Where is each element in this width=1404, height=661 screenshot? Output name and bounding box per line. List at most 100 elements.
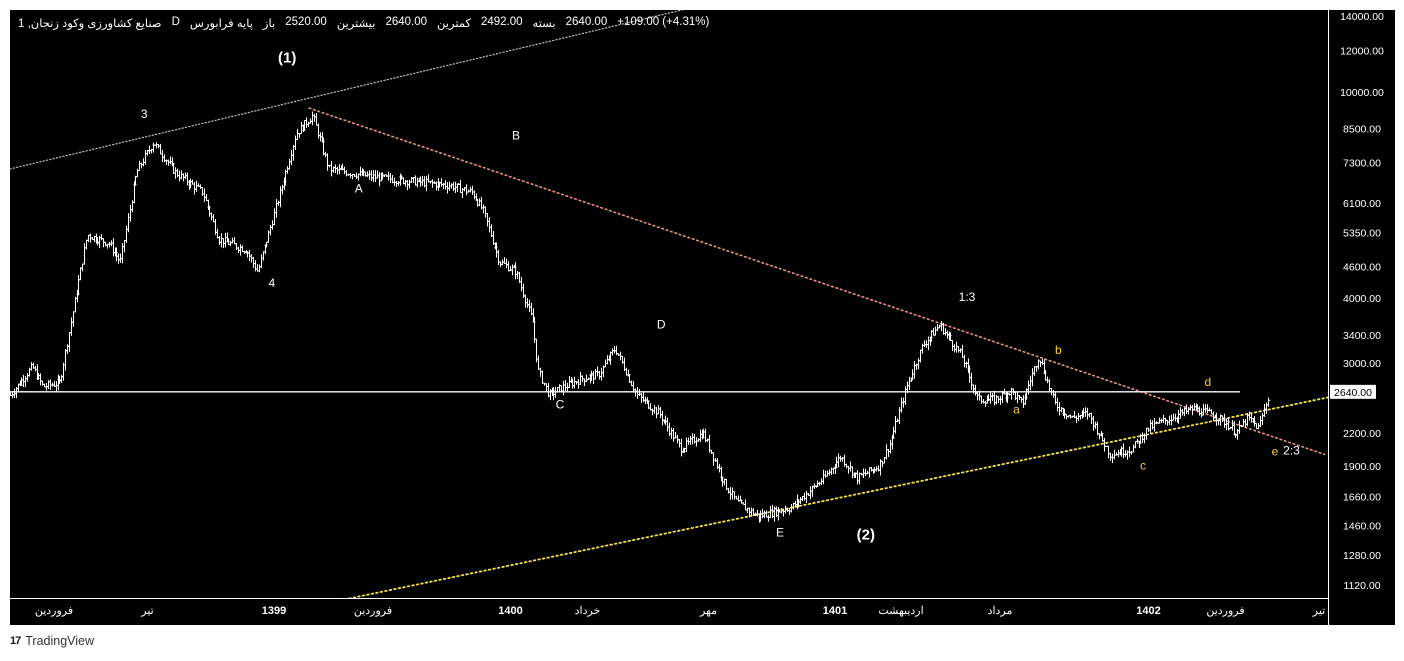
ohlc-bar (1241, 418, 1246, 427)
ohlc-bar (101, 238, 106, 248)
ohlc-bar (1019, 396, 1024, 403)
price-tick-label: 1900.00 (1343, 461, 1381, 473)
ohlc-bar (1266, 397, 1271, 407)
ohlc-bar (855, 470, 860, 485)
price-tick-label: 3000.00 (1343, 358, 1381, 370)
ohlc-bar (504, 258, 509, 269)
ohlc-bar (572, 376, 577, 389)
ohlc-bar (200, 186, 205, 196)
ohlc-bar (310, 111, 315, 126)
ohlc-bar (439, 178, 444, 187)
ohlc-bar (73, 296, 78, 313)
ohlc-bar (177, 170, 182, 182)
ohlc-bar (633, 388, 638, 397)
ohlc-bar (1123, 450, 1128, 457)
ohlc-bar (612, 346, 617, 354)
ohlc-bar (120, 243, 125, 264)
ohlc-bar (823, 470, 828, 478)
ohlc-bar (802, 492, 807, 501)
last-price-badge-label: 2640.00 (1334, 387, 1372, 399)
wave-label: (1) (278, 49, 296, 66)
ohlc-bar (952, 344, 957, 353)
ohlc-bar (268, 224, 273, 236)
ohlc-bar (179, 170, 184, 180)
ohlc-bar (574, 381, 579, 385)
ohlc-bar (711, 452, 716, 466)
time-tick-label: 1399 (262, 605, 286, 617)
ohlc-bar (285, 166, 290, 174)
ohlc-bar (916, 358, 921, 370)
ohlc-bar (71, 311, 76, 327)
time-tick-label: خرداد (575, 605, 601, 617)
ohlc-bar (369, 170, 374, 182)
ohlc-bar (111, 238, 116, 257)
ohlc-bar (781, 509, 786, 517)
ohlc-bar (635, 386, 640, 399)
ohlc-bar (762, 510, 767, 519)
ohlc-bar (544, 383, 549, 392)
ohlc-bar (679, 438, 684, 457)
ohlc-bar (151, 142, 156, 153)
price-tick-label: 7300.00 (1343, 158, 1381, 170)
ohlc-bar (962, 354, 967, 368)
wave-label: 4 (268, 276, 275, 290)
ohlc-bar (848, 461, 853, 472)
ohlc-bar (675, 434, 680, 444)
ohlc-bar (430, 179, 435, 188)
ohlc-bar (1112, 449, 1117, 460)
ohlc-bar (933, 326, 938, 336)
wave-label: B (512, 128, 520, 142)
ohlc-bar (658, 406, 663, 419)
time-tick-label: 1400 (498, 605, 522, 617)
ohlc-bar (730, 487, 735, 500)
ohlc-bar (1152, 418, 1157, 432)
ohlc-bar (259, 254, 264, 269)
wave-labels: (1) 3 4 A B C D E (2) 1:3 a b c d e 2:3 (141, 49, 1300, 543)
ohlc-bar (491, 230, 496, 245)
ohlc-bar (1254, 422, 1259, 430)
ohlc-bar (584, 374, 589, 383)
ohlc-bar (238, 244, 243, 256)
ohlc-bar (958, 348, 963, 353)
symbol-title[interactable]: صنایع کشاورزی وکود زنجان, 1 (18, 18, 162, 30)
ohlc-bar (639, 392, 644, 403)
ohlc-bar (954, 341, 959, 353)
ohlc-bar (342, 166, 347, 175)
ohlc-bar (78, 267, 83, 281)
ohlc-bar (33, 365, 38, 372)
ohlc-bar (107, 241, 112, 248)
ohlc-bar (698, 429, 703, 443)
price-tick-label: 10000.00 (1340, 87, 1384, 99)
wave-label: a (1013, 402, 1020, 416)
open-value: 2520.00 (285, 16, 327, 28)
time-tick-label: فروردین (354, 605, 392, 617)
ohlc-bar (40, 380, 45, 386)
ohlc-bar (1129, 450, 1134, 455)
ohlc-bar (912, 361, 917, 379)
time-tick-label: 1401 (823, 605, 847, 617)
ohlc-bar (253, 260, 258, 272)
ohlc-bar (1106, 445, 1111, 459)
chart-area[interactable]: (1) 3 4 A B C D E (2) 1:3 a b c d e 2:3 14000.00 12000.00… (10, 10, 1395, 625)
ohlc-bar (257, 264, 262, 273)
ohlc-bar (931, 327, 936, 336)
ohlc-bar (713, 457, 718, 462)
ohlc-bar (996, 396, 1001, 404)
price-tick-label: 5350.00 (1343, 228, 1381, 240)
ohlc-bar (650, 408, 655, 416)
ohlc-bar (202, 188, 207, 202)
tradingview-logo[interactable]: 17 TradingView (10, 634, 94, 648)
ohlc-bar (732, 491, 737, 500)
ohlc-bar (776, 506, 781, 521)
ohlc-bar (1085, 407, 1090, 420)
price-chart-svg[interactable]: (1) 3 4 A B C D E (2) 1:3 a b c d e 2:3 14000.00 12000.00… (10, 10, 1395, 625)
ohlc-bar (610, 348, 615, 356)
ohlc-bar (168, 156, 173, 165)
ohlc-bar (766, 514, 771, 522)
ohlc-bar (939, 321, 944, 332)
ohlc-bar (988, 392, 993, 404)
ohlc-bar (126, 213, 131, 233)
ohlc-bar (38, 373, 43, 386)
ohlc-bar (810, 485, 815, 497)
ohlc-bar (1173, 413, 1178, 422)
